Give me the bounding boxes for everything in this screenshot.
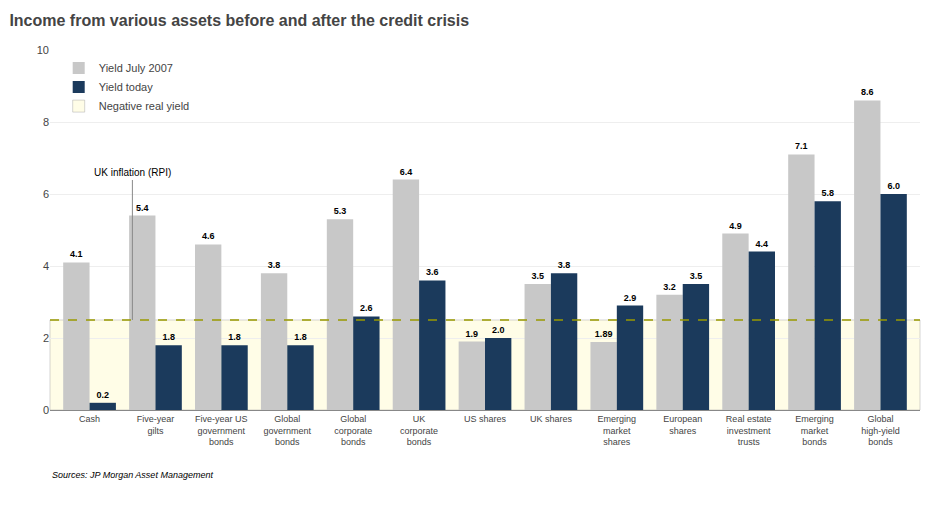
svg-text:5.8: 5.8 [821, 188, 834, 198]
svg-text:3.2: 3.2 [663, 282, 676, 292]
svg-text:Income from various assets bef: Income from various assets before and af… [9, 12, 469, 29]
svg-text:Real estateinvestmenttrusts: Real estateinvestmenttrusts [726, 414, 772, 447]
svg-text:4.6: 4.6 [202, 231, 215, 241]
svg-text:US shares: US shares [464, 414, 507, 424]
svg-text:Emergingmarketbonds: Emergingmarketbonds [795, 414, 834, 447]
svg-text:5.3: 5.3 [334, 206, 347, 216]
svg-text:Five-yeargilts: Five-yeargilts [137, 414, 175, 436]
svg-text:0: 0 [43, 404, 49, 416]
svg-text:0.2: 0.2 [96, 390, 109, 400]
svg-text:2: 2 [43, 332, 49, 344]
svg-text:Yield July 2007: Yield July 2007 [99, 62, 173, 74]
svg-text:3.5: 3.5 [531, 271, 544, 281]
svg-text:4: 4 [43, 260, 49, 272]
svg-text:3.6: 3.6 [426, 267, 439, 277]
svg-text:10: 10 [37, 44, 49, 56]
svg-text:Globalcorporatebonds: Globalcorporatebonds [334, 414, 372, 447]
svg-text:1.9: 1.9 [466, 329, 479, 339]
svg-text:6.4: 6.4 [400, 167, 413, 177]
svg-text:Europeanshares: Europeanshares [663, 414, 702, 436]
svg-text:Sources: JP Morgan Asset Manag: Sources: JP Morgan Asset Management [52, 470, 213, 480]
svg-text:4.9: 4.9 [729, 221, 742, 231]
svg-text:Negative real yield: Negative real yield [99, 100, 190, 112]
svg-text:2.9: 2.9 [624, 293, 637, 303]
svg-text:6.0: 6.0 [887, 181, 900, 191]
svg-text:UK inflation (RPI): UK inflation (RPI) [94, 167, 171, 178]
svg-text:3.8: 3.8 [558, 260, 571, 270]
svg-text:1.8: 1.8 [228, 332, 241, 342]
svg-text:6: 6 [43, 188, 49, 200]
svg-text:UKcorporatebonds: UKcorporatebonds [400, 414, 438, 447]
svg-text:Five-year USgovernmentbonds: Five-year USgovernmentbonds [195, 414, 248, 447]
svg-text:8.6: 8.6 [861, 87, 874, 97]
svg-text:1.8: 1.8 [294, 332, 307, 342]
svg-text:7.1: 7.1 [795, 141, 808, 151]
svg-text:4.1: 4.1 [70, 249, 83, 259]
svg-text:5.4: 5.4 [136, 203, 149, 213]
svg-text:4.4: 4.4 [756, 239, 769, 249]
svg-text:Yield today: Yield today [99, 81, 154, 93]
svg-text:1.89: 1.89 [595, 329, 613, 339]
svg-text:2.0: 2.0 [492, 325, 505, 335]
svg-text:Emergingmarketshares: Emergingmarketshares [598, 414, 637, 447]
svg-text:Globalhigh-yieldbonds: Globalhigh-yieldbonds [861, 414, 900, 447]
svg-text:UK shares: UK shares [530, 414, 573, 424]
svg-text:3.8: 3.8 [268, 260, 281, 270]
svg-text:Globalgovernmentbonds: Globalgovernmentbonds [264, 414, 312, 447]
svg-text:8: 8 [43, 116, 49, 128]
svg-text:1.8: 1.8 [162, 332, 175, 342]
svg-text:3.5: 3.5 [690, 271, 703, 281]
svg-text:2.6: 2.6 [360, 303, 373, 313]
svg-text:Cash: Cash [79, 414, 100, 424]
